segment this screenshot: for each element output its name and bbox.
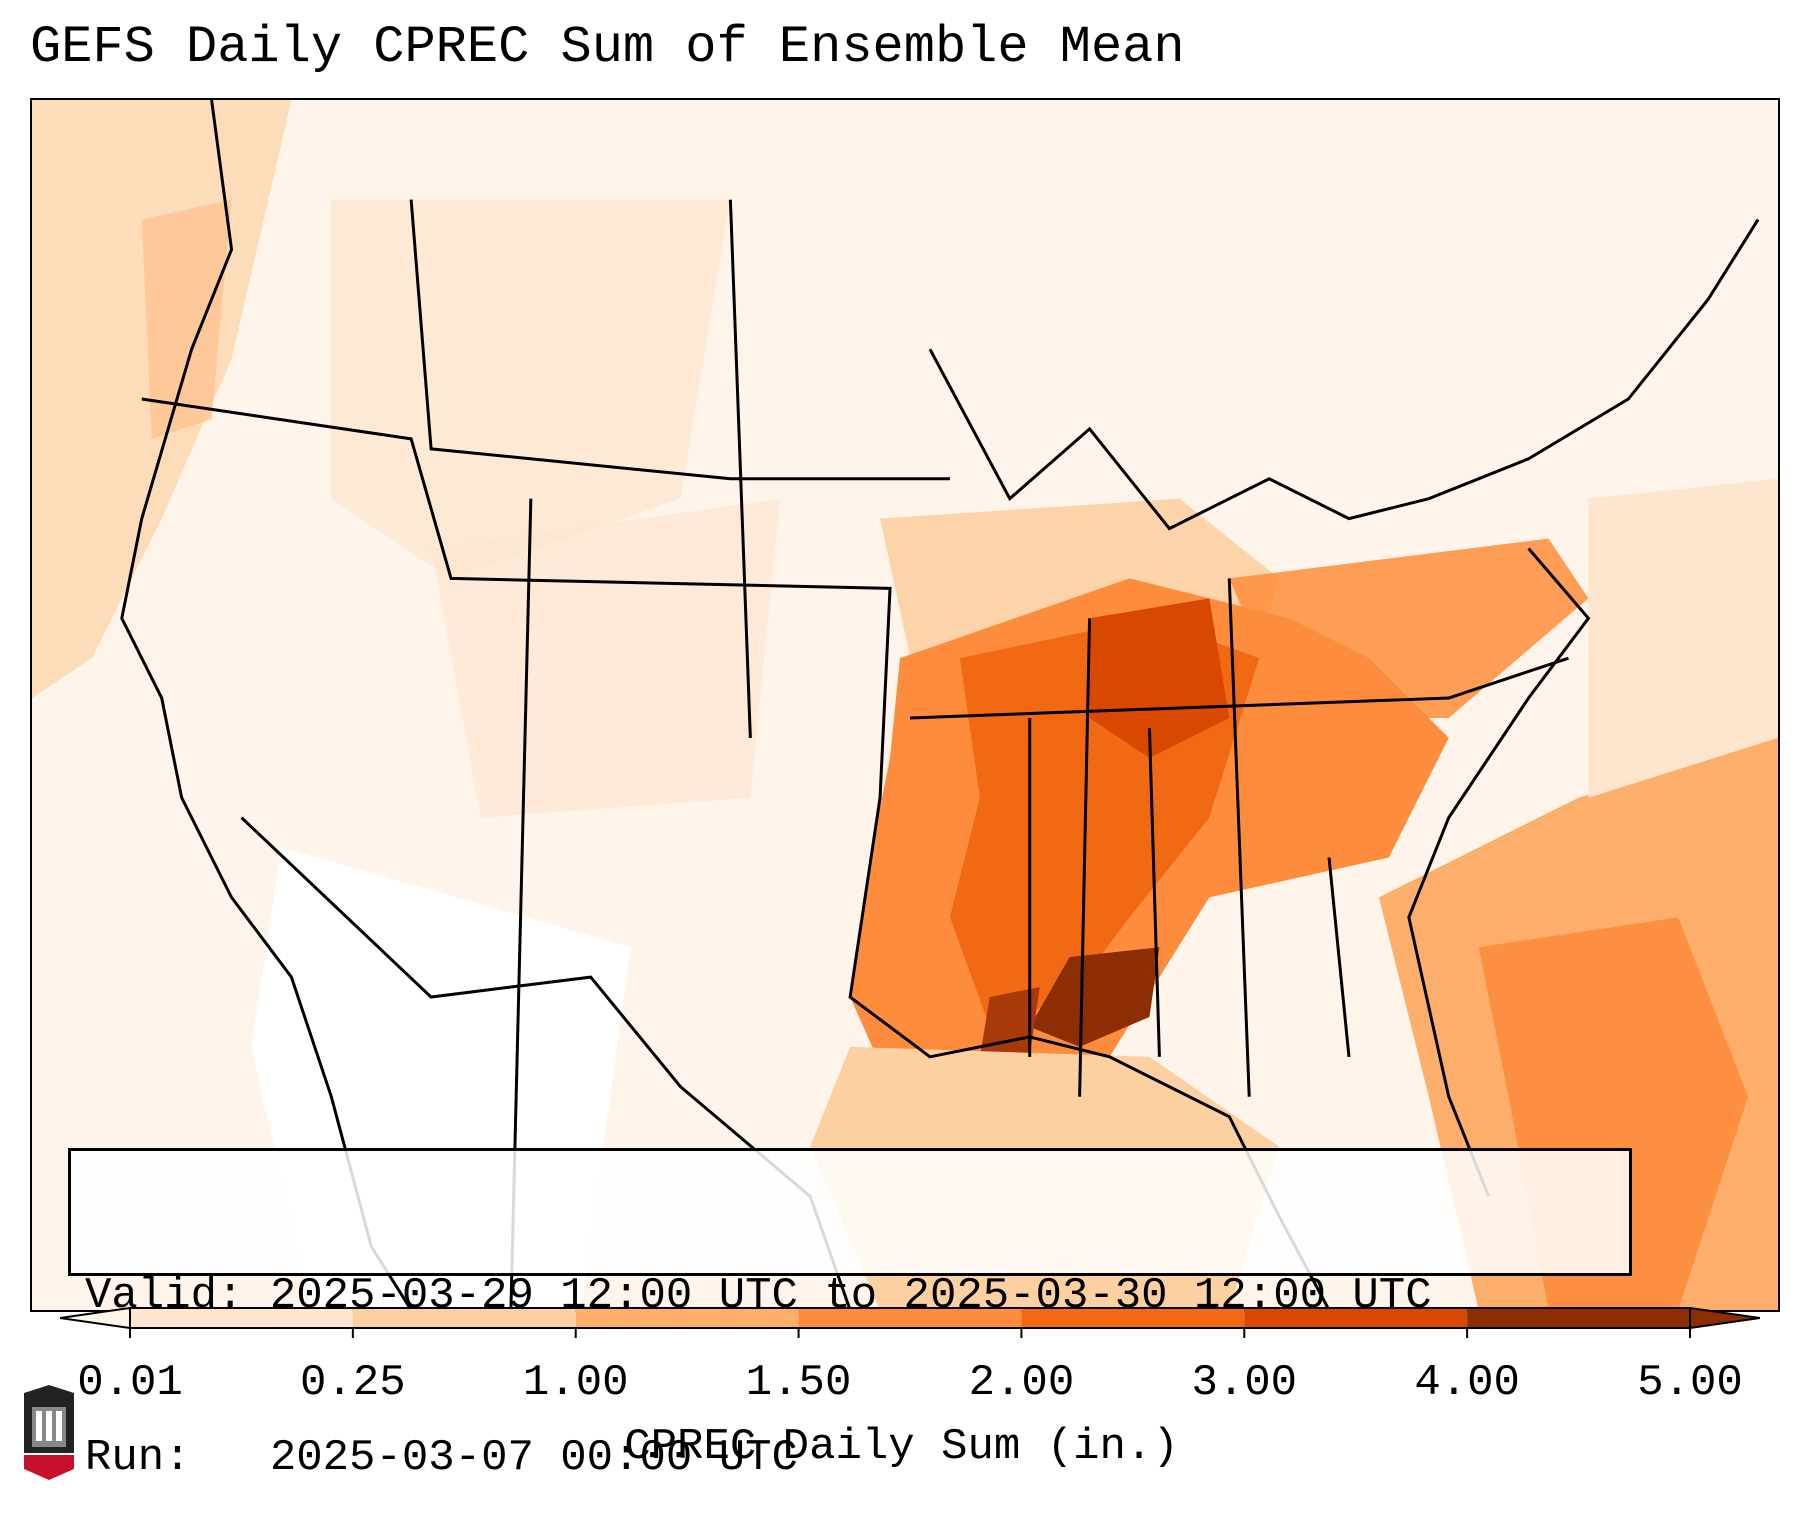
colorbar-over-arrow bbox=[1689, 1306, 1760, 1330]
colorbar-tick-label: 0.25 bbox=[300, 1358, 406, 1408]
colorbar-segment bbox=[352, 1308, 576, 1328]
colorbar-segment bbox=[575, 1308, 799, 1328]
colorbar-segment bbox=[1244, 1308, 1468, 1328]
colorbar-tick-label: 0.01 bbox=[77, 1358, 183, 1408]
precip-map bbox=[30, 98, 1780, 1312]
colorbar-tick-label: 3.00 bbox=[1191, 1358, 1298, 1408]
colorbar-segment bbox=[1467, 1308, 1690, 1328]
run-time-text: Run: 2025-03-07 00:00 UTC bbox=[85, 1433, 798, 1483]
valid-run-info-box: Valid: 2025-03-29 12:00 UTC to 2025-03-3… bbox=[68, 1148, 1632, 1483]
colorbar-label: CPREC Daily Sum (in.) bbox=[624, 1422, 1179, 1472]
colorbar-under-arrow bbox=[60, 1306, 131, 1330]
colorbar-tick-label: 4.00 bbox=[1414, 1358, 1520, 1408]
colorbar-segment bbox=[130, 1308, 353, 1328]
colorbar-tick-label: 5.00 bbox=[1637, 1358, 1743, 1408]
colorbar-segment bbox=[1021, 1308, 1245, 1328]
colorbar bbox=[60, 1306, 1760, 1338]
precip-map-graphic bbox=[32, 100, 1778, 1310]
colorbar-tick-label: 1.50 bbox=[745, 1358, 852, 1408]
colorbar-outline bbox=[129, 1307, 1691, 1329]
colorbar-segment bbox=[798, 1308, 1022, 1328]
niu-logo-icon bbox=[24, 1385, 74, 1480]
colorbar-tick-label: 2.00 bbox=[968, 1358, 1075, 1408]
map-title: GEFS Daily CPREC Sum of Ensemble Mean bbox=[30, 18, 1185, 77]
colorbar-tick-label: 1.00 bbox=[522, 1358, 629, 1408]
